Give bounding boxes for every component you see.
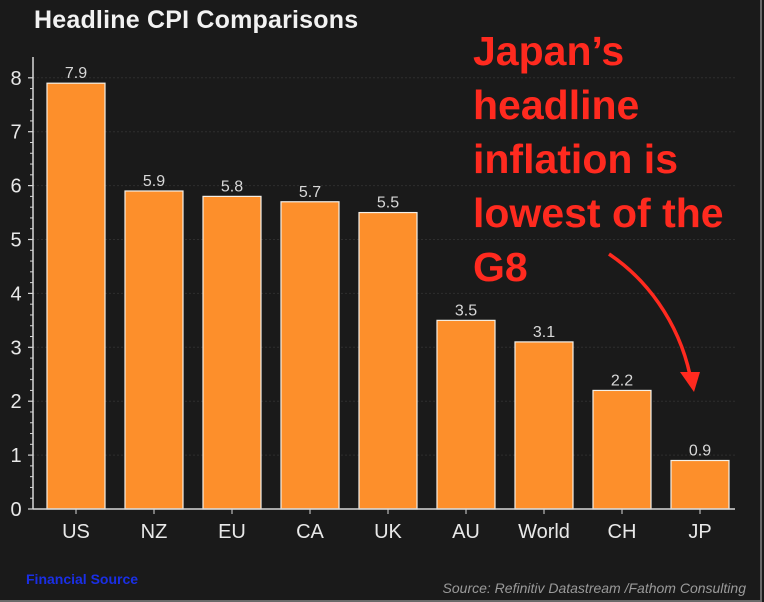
bar-ca [280,201,340,510]
bar-uk [358,211,418,510]
annotation-line: Japan’s [473,28,625,74]
bar-nz [124,190,184,510]
y-tick-label: 3 [10,337,21,359]
bar-au [436,319,496,510]
bar-ch [592,389,652,510]
bar-jp [670,459,730,510]
labels: 7.9 US 5.9 NZ 5.8 EU 5.7 CA 5.5 UK 3.5 AU 3.1 World 2.… [10,65,711,543]
y-tick-label: 5 [10,230,21,252]
annotation-line: G8 [473,244,528,290]
data-label: 5.8 [221,178,243,195]
data-label: 7.9 [65,65,87,82]
x-tick-label: CA [296,521,324,543]
data-label: 3.5 [455,302,477,319]
x-tick-label: US [62,521,90,543]
data-label: 5.7 [299,184,321,201]
y-tick-label: 7 [10,122,21,144]
x-tick-label: NZ [141,521,168,543]
y-tick-label: 8 [10,68,21,90]
data-label: 2.2 [611,372,633,389]
x-tick-label: AU [452,521,480,543]
annotation-text: Japan’s headline inflation is lowest of … [473,24,753,294]
brand-label: Financial Source [26,571,139,587]
y-tick-label: 2 [10,391,21,413]
bar-eu [202,195,262,510]
x-tick-label: CH [608,521,637,543]
arrow-shaft [608,252,692,376]
arrow-head [680,372,700,392]
data-label: 3.1 [533,324,555,341]
x-tick-label: EU [218,521,246,543]
y-tick-label: 1 [10,445,21,467]
y-tick-label: 4 [10,283,21,305]
annotation-line: inflation is [473,136,678,182]
annotation-line: headline [473,82,640,128]
chart-title: Headline CPI Comparisons [34,6,359,34]
bars [46,82,730,510]
x-tick-label: World [518,521,570,543]
x-tick-label: UK [374,521,402,543]
y-tick-label: 6 [10,176,21,198]
source-note: Source: Refinitiv Datastream /Fathom Con… [442,580,746,596]
axes [28,57,735,514]
data-label: 5.5 [377,195,399,212]
y-tick-label: 0 [10,499,21,521]
x-tick-label: JP [688,521,711,543]
data-label: 0.9 [689,442,711,459]
bar-us [46,82,106,510]
annotation-line: lowest of the [473,190,724,236]
annotation-arrow [608,252,700,392]
bar-world [514,341,574,510]
data-label: 5.9 [143,173,165,190]
